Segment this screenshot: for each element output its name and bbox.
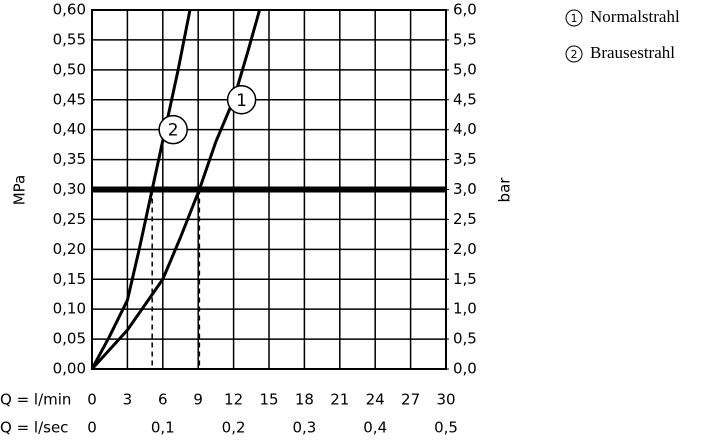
y2-axis-label: bar [496, 177, 514, 203]
y2-tick-label: 0,5 [453, 330, 477, 348]
y-tick-label: 0,50 [53, 60, 86, 78]
y2-tick-label: 3,5 [453, 150, 477, 168]
x-tick-label: 3 [123, 391, 133, 409]
x2-axis-label: Q = l/sec [0, 419, 68, 437]
y-tick-label: 0,10 [53, 300, 86, 318]
x-tick-label: 30 [436, 391, 455, 409]
y2-tick-label: 0,0 [453, 360, 477, 378]
y2-tick-label: 2,0 [453, 240, 477, 258]
y2-tick-label: 3,0 [453, 180, 477, 198]
y-tick-label: 0,05 [53, 330, 86, 348]
y2-tick-label: 2,5 [453, 210, 477, 228]
legend-symbol-label: 2 [571, 48, 578, 61]
x-tick-label: 18 [295, 391, 314, 409]
x2-tick-label: 0,5 [434, 419, 458, 437]
y-tick-label: 0,30 [53, 180, 86, 198]
y-tick-label: 0,40 [53, 120, 86, 138]
x-tick-label: 0 [87, 391, 97, 409]
x2-tick-label: 0,3 [292, 419, 316, 437]
y2-tick-label: 4,5 [453, 90, 477, 108]
y-axis-label: MPa [11, 175, 29, 206]
y-tick-label: 0,55 [53, 30, 86, 48]
callout-circle [158, 114, 188, 145]
x-tick-label: 24 [366, 391, 385, 409]
callout-label: 1 [236, 91, 247, 111]
x-tick-label: 15 [259, 391, 278, 409]
curve [90, 9, 262, 371]
curve [90, 9, 192, 370]
y2-tick-label: 5,0 [453, 60, 477, 78]
x-axis-label: Q = l/min [0, 391, 71, 409]
y-tick-label: 0,45 [53, 90, 86, 108]
x-tick-label: 27 [401, 391, 420, 409]
legend-label: Normalstrahl [590, 7, 680, 26]
y-tick-label: 0,20 [53, 240, 86, 258]
y-tick-label: 0,15 [53, 270, 86, 288]
x-tick-label: 6 [158, 391, 168, 409]
legend-symbol [565, 45, 583, 63]
legend-symbol [565, 9, 583, 27]
y-tick-label: 0,60 [53, 1, 86, 19]
x-tick-label: 21 [330, 391, 349, 409]
y2-tick-label: 1,5 [453, 270, 477, 288]
x-tick-label: 12 [224, 391, 243, 409]
y2-tick-label: 5,5 [453, 30, 477, 48]
x2-tick-label: 0,2 [222, 419, 246, 437]
legend-label: Brausestrahl [590, 43, 675, 62]
callout-circle [226, 85, 257, 115]
y-tick-label: 0,25 [53, 210, 86, 228]
y2-tick-label: 1,0 [453, 300, 477, 318]
y2-tick-label: 6,0 [453, 1, 477, 19]
callout-label: 2 [168, 121, 179, 141]
x2-tick-label: 0,1 [151, 419, 175, 437]
y2-tick-label: 4,0 [453, 120, 477, 138]
x2-tick-label: 0 [87, 419, 97, 437]
y-tick-label: 0,00 [53, 360, 86, 378]
legend-symbol-label: 1 [571, 12, 578, 25]
x-tick-label: 9 [193, 391, 203, 409]
y-tick-label: 0,35 [53, 150, 86, 168]
x2-tick-label: 0,4 [363, 419, 387, 437]
